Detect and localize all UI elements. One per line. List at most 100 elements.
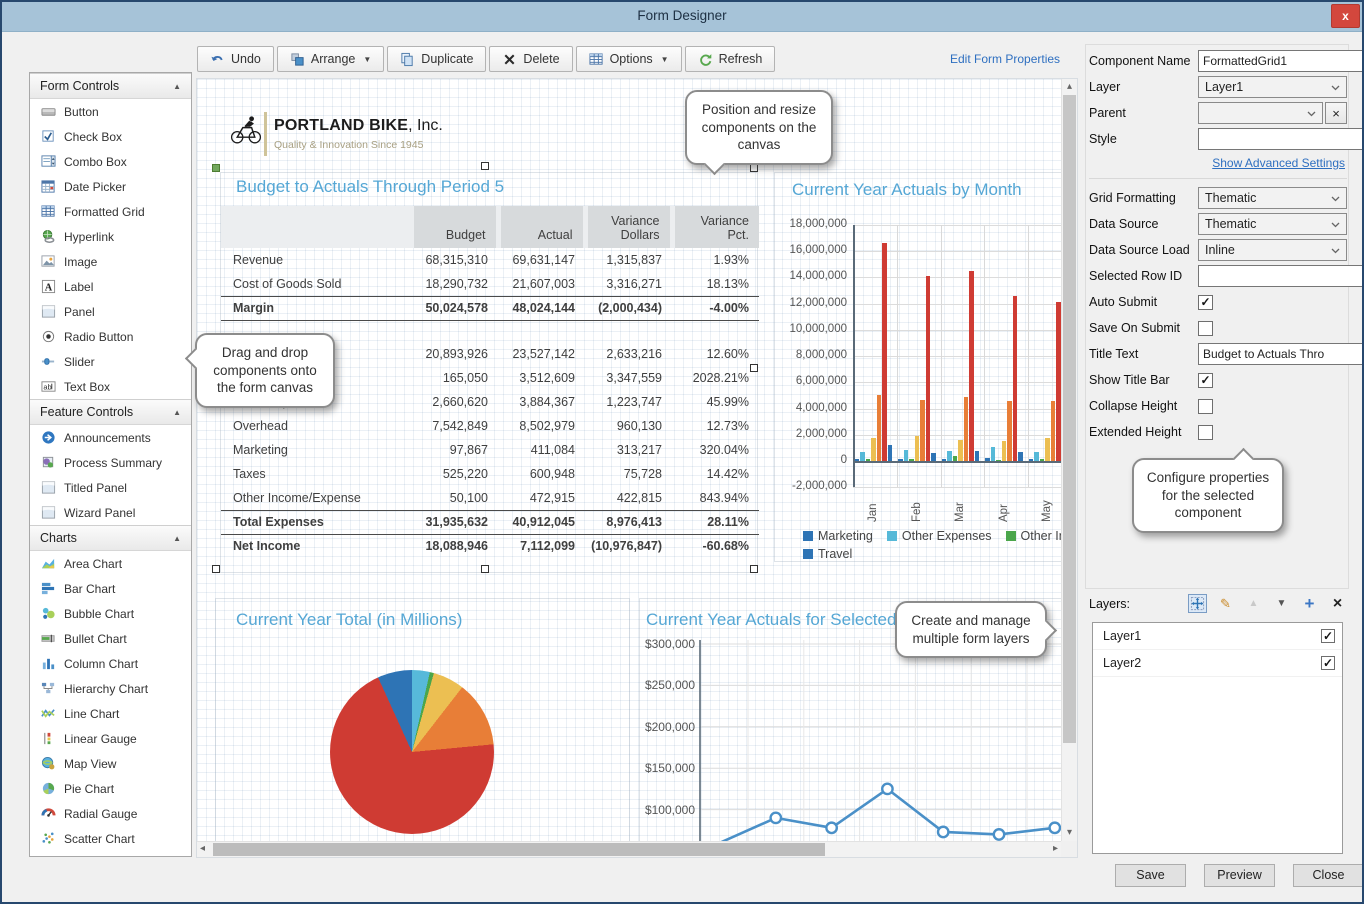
options-button[interactable]: Options ▼: [575, 46, 682, 72]
sidebar-item-hierarchy-chart[interactable]: Hierarchy Chart: [30, 676, 191, 701]
sidebar-item-bar-chart[interactable]: Bar Chart: [30, 576, 191, 601]
sidebar-item-linear-gauge[interactable]: Linear Gauge: [30, 726, 191, 751]
scroll-up-arrow-icon[interactable]: ▴: [1067, 81, 1073, 92]
duplicate-button[interactable]: Duplicate: [387, 46, 487, 72]
resize-handle[interactable]: [481, 162, 489, 170]
sidebar-item-titled-panel[interactable]: Titled Panel: [30, 475, 191, 500]
layer-dropdown[interactable]: Layer1: [1198, 76, 1347, 98]
sidebar-item-area-chart[interactable]: Area Chart: [30, 551, 191, 576]
show-title-bar-label: Show Title Bar: [1089, 373, 1170, 387]
sidebar-item-radial-gauge[interactable]: Radial Gauge: [30, 801, 191, 826]
sidebar-item-image[interactable]: Image: [30, 249, 191, 274]
component-name-input[interactable]: [1198, 50, 1362, 72]
horizontal-scroll-thumb[interactable]: [213, 843, 825, 856]
sidebar-item-button[interactable]: Button: [30, 99, 191, 124]
bar-series-3-jan: [871, 438, 876, 461]
data-source-load-dropdown[interactable]: Inline: [1198, 239, 1347, 261]
undo-button[interactable]: Undo: [197, 46, 274, 72]
sidebar-item-combo-box[interactable]: Combo Box: [30, 149, 191, 174]
sidebar-item-formatted-grid[interactable]: Formatted Grid: [30, 199, 191, 224]
layer-edit-icon[interactable]: ✎: [1220, 595, 1231, 611]
resize-handle[interactable]: [750, 565, 758, 573]
layer-visibility-checkbox[interactable]: ✓: [1321, 629, 1335, 643]
preview-button[interactable]: Preview: [1204, 864, 1275, 887]
canvas-vertical-scrollbar[interactable]: ▴ ▾: [1061, 79, 1077, 841]
bar-chart-component[interactable]: Current Year Actuals by Month 18,000,000…: [774, 172, 1061, 562]
window-close-button[interactable]: x: [1331, 4, 1360, 28]
sidebar-item-hyperlink[interactable]: Hyperlink: [30, 224, 191, 249]
edit-form-properties-link[interactable]: Edit Form Properties: [950, 52, 1061, 66]
sidebar-item-scatter-chart[interactable]: Scatter Chart: [30, 826, 191, 851]
dropdown-arrow-icon: ▼: [363, 54, 372, 64]
arrange-button[interactable]: Arrange ▼: [276, 46, 385, 72]
resize-handle[interactable]: [750, 164, 758, 172]
layer-row-layer2[interactable]: Layer2 ✓: [1093, 650, 1342, 677]
formatted-grid-component[interactable]: Budget to Actuals Through Period 5 Budge…: [220, 172, 759, 573]
save-button[interactable]: Save: [1115, 864, 1186, 887]
show-title-bar-checkbox[interactable]: ✓: [1198, 372, 1213, 388]
y-axis-tick-label: 14,000,000: [789, 270, 847, 283]
layer-add-icon[interactable]: +: [1304, 593, 1315, 613]
title-text-input[interactable]: [1198, 343, 1362, 365]
layer-up-icon[interactable]: ▲: [1248, 598, 1259, 609]
logo-component[interactable]: PORTLAND BIKE, Inc. Quality & Innovation…: [230, 109, 560, 161]
sidebar-item-bubble-chart[interactable]: Bubble Chart: [30, 601, 191, 626]
canvas-content[interactable]: PORTLAND BIKE, Inc. Quality & Innovation…: [197, 79, 1061, 841]
section-header-form-controls[interactable]: Form Controls ▲: [30, 73, 191, 99]
layer-delete-icon[interactable]: ×: [1332, 594, 1343, 612]
canvas-horizontal-scrollbar[interactable]: ◂ ▸: [197, 841, 1061, 857]
pie-chart-component[interactable]: Current Year Total (in Millions): [215, 598, 630, 841]
section-header-charts[interactable]: Charts ▲: [30, 525, 191, 551]
vertical-scroll-thumb[interactable]: [1063, 95, 1076, 743]
data-source-dropdown[interactable]: Thematic: [1198, 213, 1347, 235]
gridline: [853, 329, 1061, 331]
selected-row-id-input[interactable]: [1198, 265, 1362, 287]
x-axis-tick-label: Apr: [997, 504, 1010, 522]
bullet-chart-icon: [41, 631, 56, 646]
sidebar-item-bullet-chart[interactable]: Bullet Chart: [30, 626, 191, 651]
sidebar-item-radio-button[interactable]: Radio Button: [30, 324, 191, 349]
sidebar-item-announcements[interactable]: Announcements: [30, 425, 191, 450]
layer-row-layer1[interactable]: Layer1 ✓: [1093, 623, 1342, 650]
sidebar-item-column-chart[interactable]: Column Chart: [30, 651, 191, 676]
scroll-down-arrow-icon[interactable]: ▾: [1067, 827, 1073, 838]
sidebar-item-text-box[interactable]: ab Text Box: [30, 374, 191, 399]
auto-submit-checkbox[interactable]: ✓: [1198, 294, 1213, 310]
x-axis-tick-label: Jan: [867, 503, 879, 522]
scroll-left-arrow-icon[interactable]: ◂: [200, 843, 206, 854]
layer-move-icon[interactable]: [1188, 594, 1207, 613]
scroll-right-arrow-icon[interactable]: ▸: [1052, 843, 1058, 854]
style-input[interactable]: [1198, 128, 1362, 150]
parent-dropdown[interactable]: [1198, 102, 1323, 124]
sidebar-item-label[interactable]: A Label: [30, 274, 191, 299]
sidebar-item-wizard-panel[interactable]: Wizard Panel: [30, 500, 191, 525]
sidebar-item-slider[interactable]: Slider: [30, 349, 191, 374]
sidebar-item-date-picker[interactable]: Date Picker: [30, 174, 191, 199]
layer-down-icon[interactable]: ▼: [1276, 598, 1287, 609]
collapse-height-checkbox[interactable]: [1198, 398, 1213, 414]
extended-height-checkbox[interactable]: [1198, 424, 1213, 440]
close-button[interactable]: Close: [1293, 864, 1362, 887]
refresh-button[interactable]: Refresh: [684, 46, 776, 72]
parent-clear-button[interactable]: ×: [1325, 102, 1347, 124]
resize-handle[interactable]: [212, 164, 220, 172]
section-header-feature-controls[interactable]: Feature Controls ▲: [30, 399, 191, 425]
sidebar-item-panel[interactable]: Panel: [30, 299, 191, 324]
sidebar-item-process-summary[interactable]: Process Summary: [30, 450, 191, 475]
show-advanced-settings-link[interactable]: Show Advanced Settings: [1212, 156, 1345, 170]
grid-formatting-dropdown[interactable]: Thematic: [1198, 187, 1347, 209]
legend-label: Marketing: [818, 529, 873, 543]
delete-button[interactable]: Delete: [489, 46, 573, 72]
layer-visibility-checkbox[interactable]: ✓: [1321, 656, 1335, 670]
sidebar-item-check-box[interactable]: Check Box: [30, 124, 191, 149]
sidebar-item-map-view[interactable]: Map View: [30, 751, 191, 776]
resize-handle[interactable]: [750, 364, 758, 372]
resize-handle[interactable]: [212, 565, 220, 573]
resize-handle[interactable]: [481, 565, 489, 573]
form-canvas[interactable]: PORTLAND BIKE, Inc. Quality & Innovation…: [196, 78, 1078, 858]
line-chart-component[interactable]: Current Year Actuals for Selected $300,0…: [639, 598, 1061, 841]
sidebar-item-pie-chart[interactable]: Pie Chart: [30, 776, 191, 801]
save-on-submit-checkbox[interactable]: [1198, 320, 1213, 336]
callout-position-resize: Position and resize components on the ca…: [685, 90, 833, 175]
sidebar-item-line-chart[interactable]: Line Chart: [30, 701, 191, 726]
